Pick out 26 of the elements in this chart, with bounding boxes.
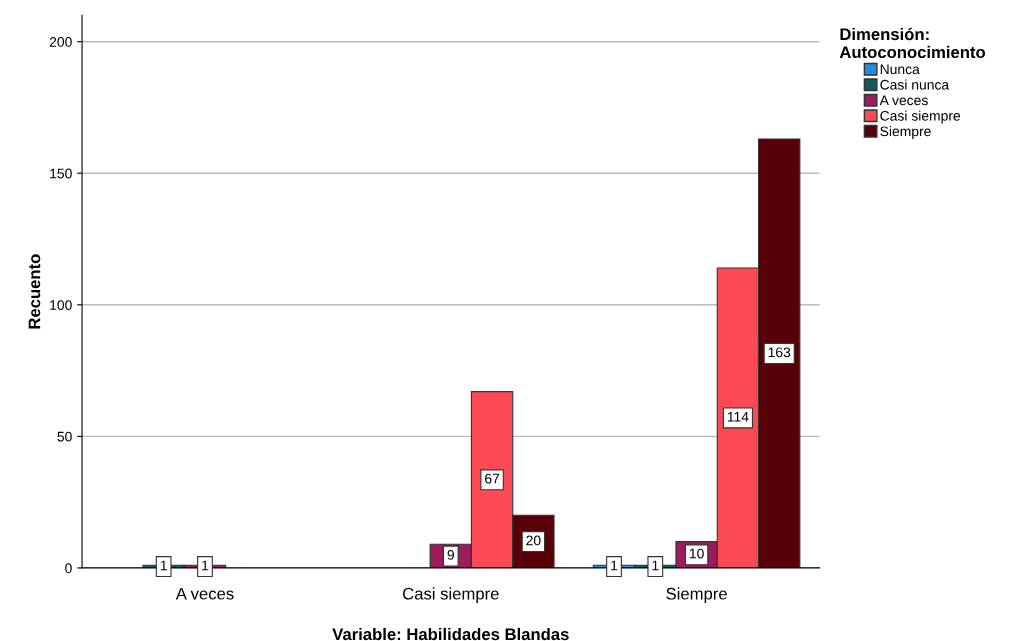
data-label: 10 [689,548,704,559]
x-axis-title: Variable: Habilidades Blandas [332,627,569,641]
data-label: 114 [727,411,749,422]
legend-label: Casi siempre [880,110,961,124]
legend-label: A veces [879,95,928,106]
legend-label: Nunca [880,64,920,75]
data-label: 163 [768,347,791,358]
data-label: 1 [611,560,618,571]
x-tick-label: A veces [175,587,234,600]
y-tick-label: 100 [50,300,72,310]
y-tick-label: 0 [65,563,72,574]
y-tick-label: 50 [57,431,72,442]
x-tick-label: Siempre [666,587,727,603]
data-label: 67 [485,473,500,484]
data-label: 1 [202,560,209,571]
data-label: 9 [447,549,454,560]
y-axis-title: Recuento [28,254,41,329]
x-tick-label: Casi siempre [403,587,499,603]
legend-label: Siempre [880,126,931,139]
legend-label: Casi nunca [880,79,950,90]
data-label: 1 [652,560,659,571]
y-tick-label: 150 [50,168,72,179]
data-label: 1 [160,560,167,571]
legend-title: Dimensión: Autoconocimiento [839,27,986,59]
y-tick-label: 200 [49,37,72,47]
data-label: 20 [526,535,541,546]
